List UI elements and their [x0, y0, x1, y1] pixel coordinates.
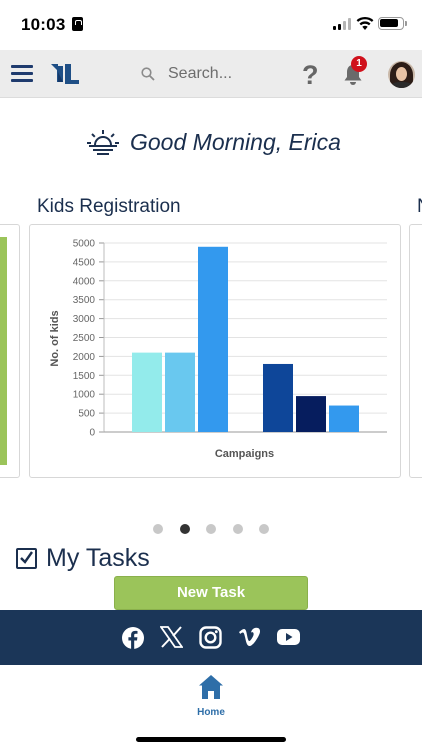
sunrise-icon	[87, 130, 119, 155]
y-axis-label: No. of kids	[49, 310, 61, 366]
y-tick-label: 3500	[73, 295, 96, 306]
social-footer	[0, 610, 422, 665]
instagram-icon[interactable]	[199, 626, 222, 649]
carousel-dot[interactable]	[153, 524, 163, 534]
greeting-text: Good Morning, Erica	[130, 128, 341, 155]
checkbox-icon	[16, 548, 37, 569]
y-tick-label: 2500	[73, 333, 96, 344]
y-tick-label: 3000	[73, 314, 96, 325]
vimeo-icon[interactable]	[238, 626, 262, 648]
home-indicator	[136, 737, 286, 742]
previous-card-bar	[0, 237, 7, 465]
app-logo[interactable]	[49, 62, 81, 86]
chart-bar	[198, 246, 228, 432]
greeting: Good Morning, Erica	[86, 124, 341, 160]
status-time: 10:03	[21, 15, 66, 34]
my-tasks-header: My Tasks	[16, 544, 150, 573]
y-tick-label: 1500	[73, 371, 96, 382]
y-tick-label: 4500	[73, 257, 96, 268]
facebook-icon[interactable]	[121, 626, 145, 650]
chart-bar	[263, 363, 293, 432]
chart-card[interactable]: 0 500 1000 1500 2000 2500 3000 3500 4000 4500 5000…	[29, 224, 401, 478]
wifi-icon	[356, 16, 374, 30]
help-button[interactable]: ?	[302, 60, 319, 90]
tab-bar: Home	[0, 665, 422, 750]
avatar[interactable]	[388, 61, 415, 88]
home-icon	[199, 675, 223, 699]
status-bar: 10:03	[0, 0, 422, 50]
carousel-dot[interactable]	[179, 524, 190, 534]
search-icon	[141, 67, 155, 81]
y-tick-label: 500	[78, 409, 95, 420]
y-tick-label: 4000	[73, 276, 96, 287]
search-box[interactable]	[138, 60, 288, 88]
app-header: ?	[0, 50, 422, 98]
notification-badge: 1	[351, 56, 367, 72]
y-tick-label: 5000	[73, 239, 96, 250]
kids-registration-chart: 0 500 1000 1500 2000 2500 3000 3500 4000 4500 5000…	[49, 239, 387, 460]
y-tick-label: 0	[89, 428, 95, 439]
menu-button[interactable]	[11, 65, 33, 83]
cellular-signal-icon	[333, 18, 351, 30]
x-icon[interactable]	[160, 626, 183, 648]
chart-bar	[329, 405, 359, 432]
tab-home-label: Home	[197, 707, 225, 718]
card-title: Kids Registration	[37, 196, 181, 217]
chart-bar	[296, 396, 326, 432]
carousel-dot[interactable]	[259, 524, 270, 534]
x-axis-label: Campaigns	[215, 448, 274, 460]
chart-bar	[132, 352, 162, 432]
youtube-icon[interactable]	[276, 626, 301, 648]
search-input[interactable]	[168, 60, 288, 88]
carousel-dot[interactable]	[206, 524, 217, 534]
y-tick-label: 1000	[73, 390, 96, 401]
tab-home[interactable]: Home	[190, 670, 232, 718]
next-card-title: N	[417, 196, 422, 218]
next-card[interactable]	[409, 224, 422, 478]
carousel-pagination	[153, 524, 286, 534]
orientation-lock-icon	[72, 17, 83, 31]
battery-icon	[378, 17, 407, 30]
carousel-dot[interactable]	[232, 524, 243, 534]
chart-bar	[165, 352, 195, 432]
my-tasks-title: My Tasks	[46, 544, 150, 572]
previous-card[interactable]	[0, 224, 20, 478]
y-tick-label: 2000	[73, 352, 96, 363]
new-task-button[interactable]: New Task	[114, 576, 308, 610]
